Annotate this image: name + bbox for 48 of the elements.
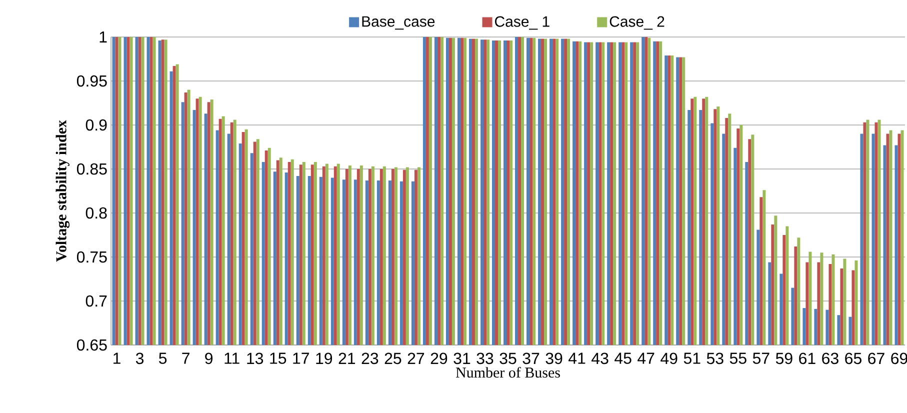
y-tick-label: 0.7 [86,295,107,307]
x-tick-label: 31 [454,352,470,364]
x-tick-label: 19 [316,352,332,364]
x-tick-label: 11 [224,352,240,364]
x-tick-label: 63 [822,352,838,364]
x-tick-label: 49 [660,352,678,364]
x-tick-label: 27 [408,352,424,364]
x-tick-label: 43 [592,352,608,364]
x-tick-label: 23 [362,352,378,364]
y-axis-title: Voltage stability index [56,120,70,262]
x-tick-label: 69 [891,352,907,364]
x-tick-label: 57 [752,352,770,364]
x-tick-label: 25 [384,352,402,364]
x-axis-title: Number of Buses [456,366,560,378]
x-tick-label: 15 [270,352,286,364]
x-tick-label: 3 [136,352,144,364]
y-tick-label: 1 [100,31,107,43]
legend-label: Case_ 2 [610,16,664,30]
x-tick-label: 47 [638,352,654,364]
legend-label: Base_case [362,16,435,30]
x-tick-label: 37 [522,352,540,364]
y-tick-label: 0.85 [76,163,107,175]
x-tick-label: 55 [730,352,746,364]
x-tick-label: 5 [158,352,167,364]
x-tick-label: 41 [568,352,586,364]
y-tick-label: 0.8 [86,207,107,219]
y-tick-label: 0.65 [76,339,107,351]
x-tick-label: 13 [247,352,264,364]
legend-label: Case_ 1 [495,16,550,30]
x-tick-label: 1 [114,352,120,364]
x-tick-label: 61 [799,352,816,364]
x-tick-label: 39 [546,352,562,364]
x-tick-label: 21 [338,352,356,364]
x-tick-label: 53 [706,352,724,364]
x-tick-label: 7 [182,352,190,364]
x-tick-label: 59 [776,352,792,364]
y-tick-label: 0.95 [76,75,107,87]
x-tick-label: 9 [205,352,213,364]
x-tick-label: 33 [476,352,494,364]
x-tick-label: 51 [684,352,700,364]
y-tick-label: 0.9 [86,119,107,131]
x-tick-label: 45 [614,352,632,364]
y-tick-label: 0.75 [76,251,107,263]
x-tick-label: 65 [845,352,862,364]
x-tick-label: 67 [868,352,884,364]
x-tick-label: 17 [293,352,309,364]
x-tick-label: 29 [430,352,448,364]
x-tick-label: 35 [500,352,516,364]
